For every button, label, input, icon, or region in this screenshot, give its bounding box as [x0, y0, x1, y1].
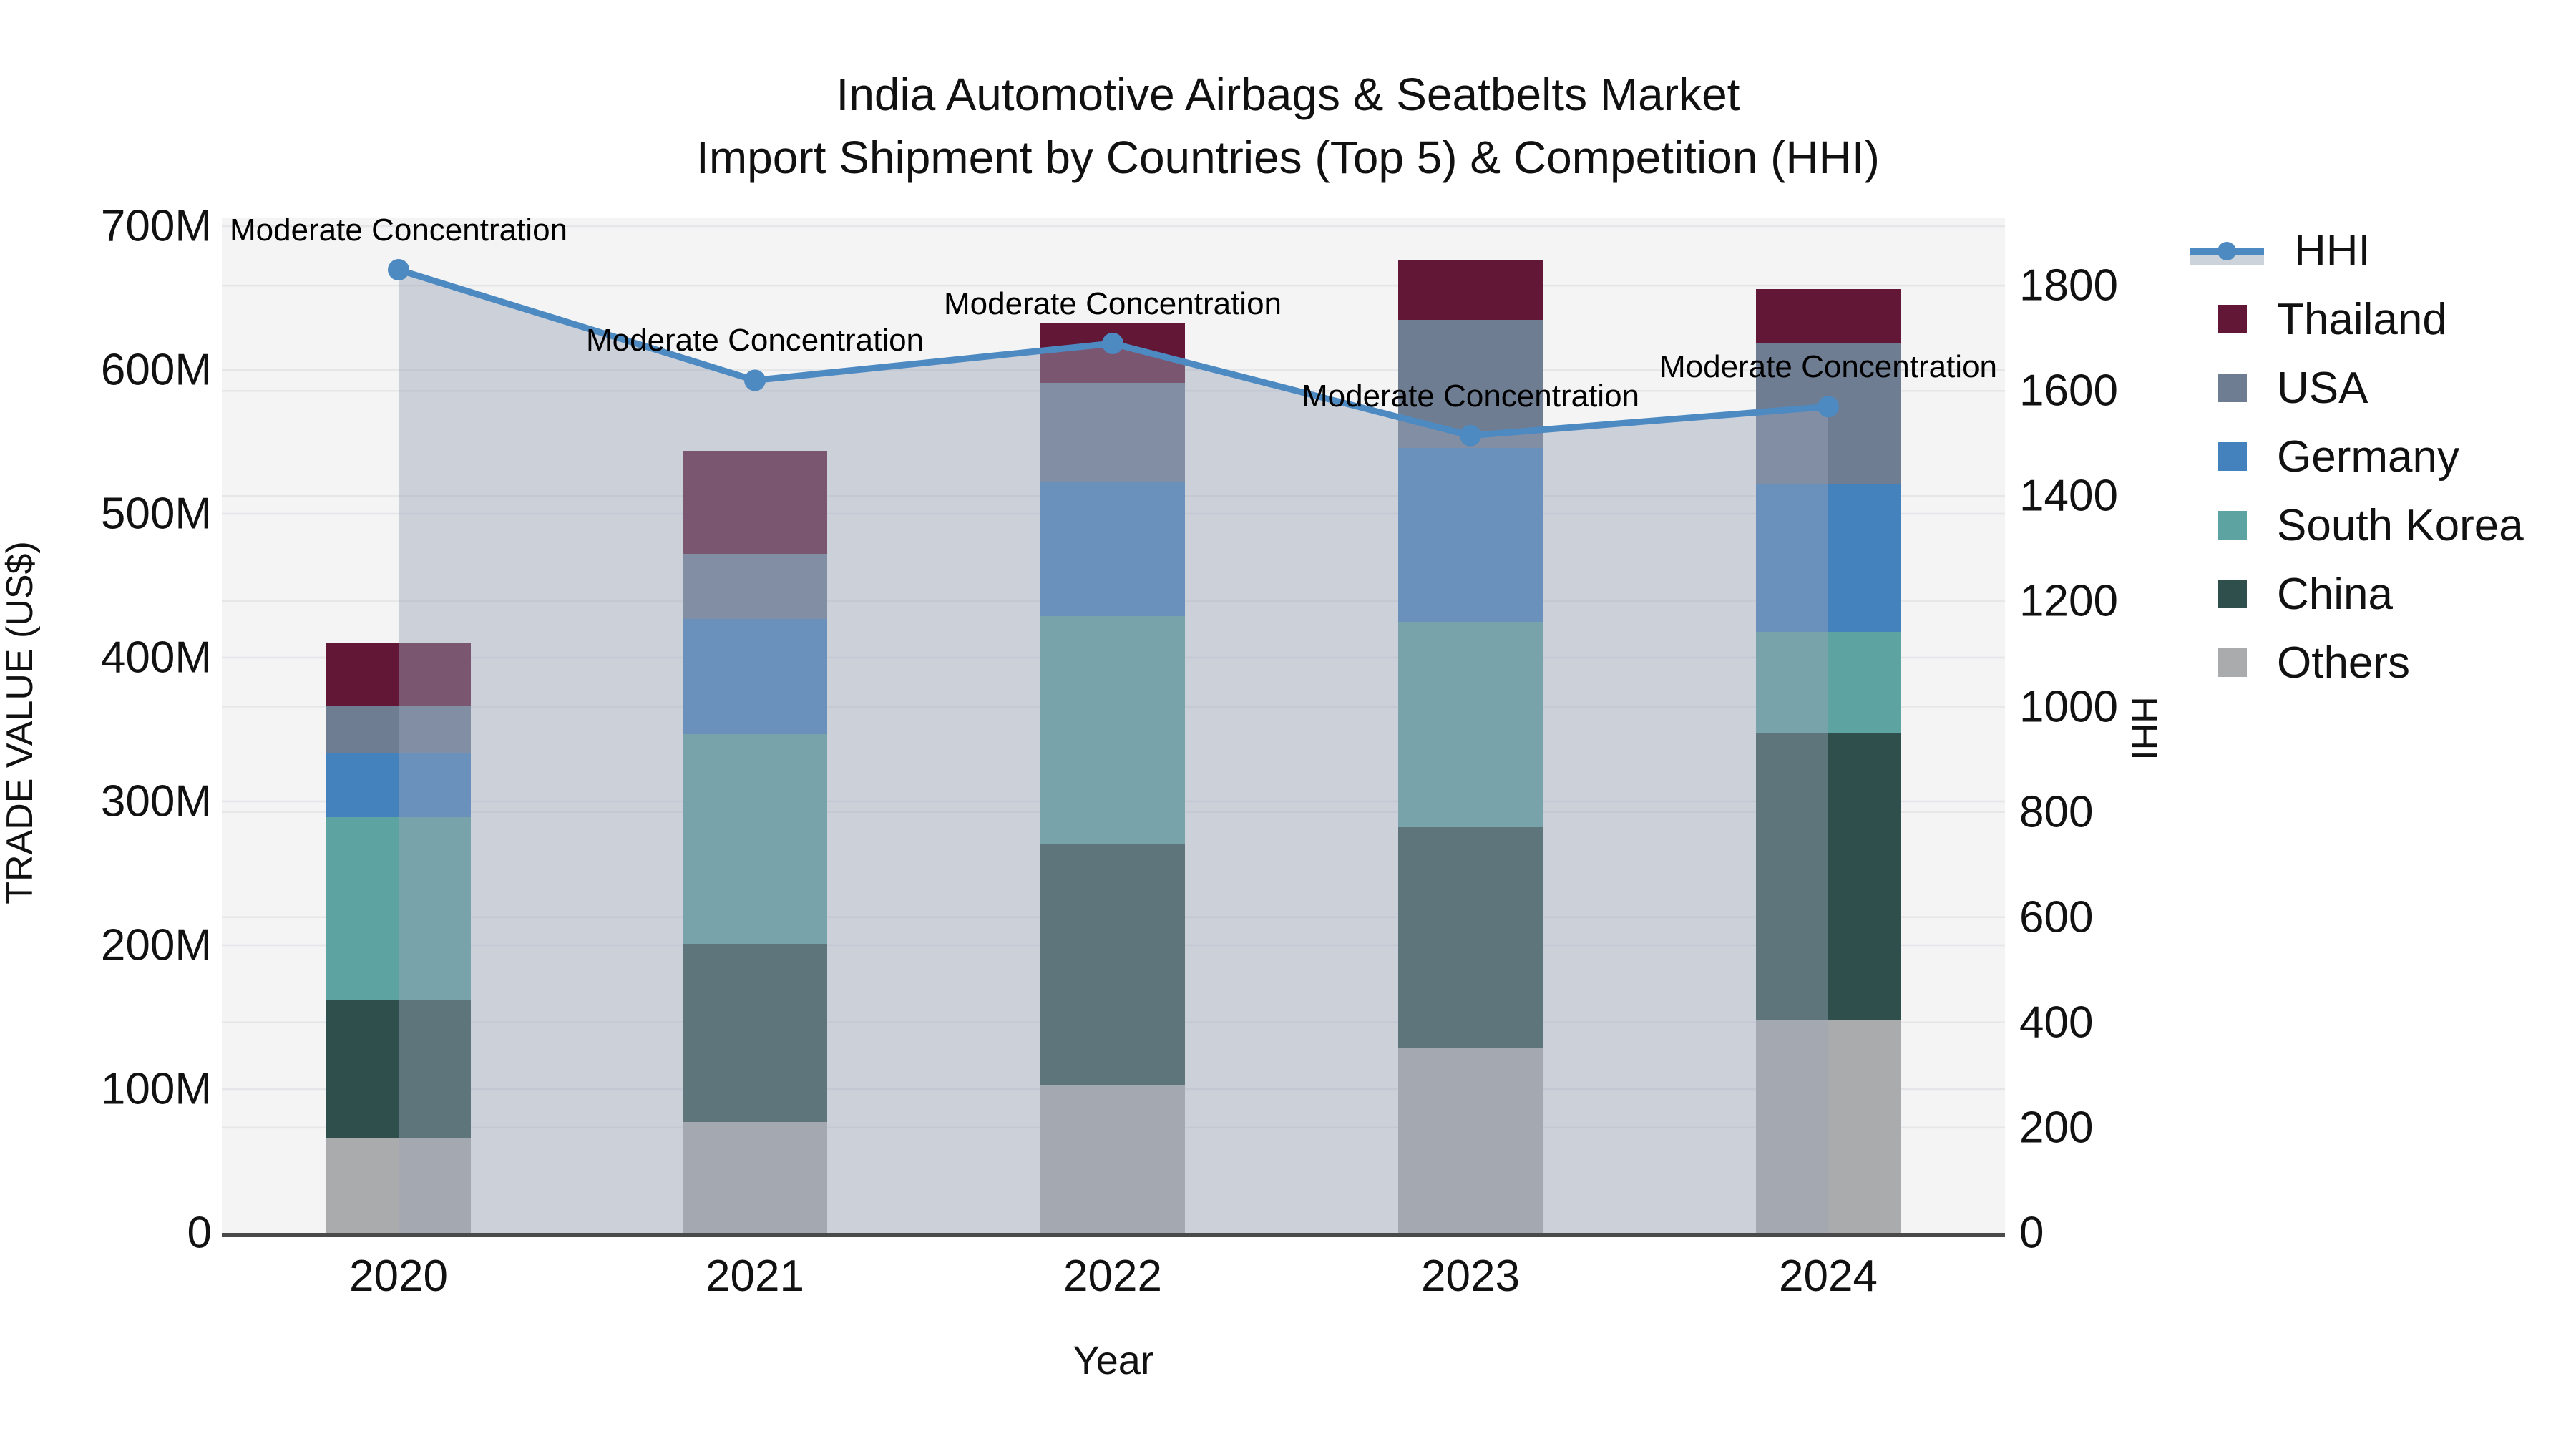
- legend-item-others: Others: [2190, 638, 2410, 688]
- legend-swatch-south-korea: [2218, 511, 2247, 540]
- bar-segment-germany-2024: [1756, 483, 1901, 632]
- bar-segment-others-2021: [683, 1122, 827, 1233]
- bar-segment-south-korea-2022: [1040, 615, 1185, 845]
- annotation-2021: Moderate Concentration: [585, 323, 924, 358]
- legend-label-usa: USA: [2277, 363, 2368, 413]
- legend-label-thailand: Thailand: [2277, 294, 2447, 344]
- y-left-tick-600M: 600M: [100, 345, 212, 395]
- bar-segment-usa-2021: [683, 554, 827, 619]
- y-right-tick-1800: 1800: [2019, 260, 2118, 311]
- x-tick-2020: 2020: [349, 1252, 448, 1301]
- y-right-tick-400: 400: [2019, 997, 2094, 1048]
- bar-segment-germany-2021: [683, 618, 827, 734]
- legend-swatch-usa: [2218, 374, 2247, 402]
- x-tick-2023: 2023: [1421, 1252, 1520, 1301]
- y-left-tick-200M: 200M: [100, 920, 212, 970]
- hhi-marker-glyph: [2218, 242, 2236, 260]
- legend-item-germany: Germany: [2190, 432, 2459, 482]
- legend-item-hhi: HHI: [2190, 226, 2371, 275]
- bar-segment-south-korea-2023: [1398, 621, 1543, 828]
- legend-label-others: Others: [2277, 638, 2411, 688]
- y-axis-left-title: TRADE VALUE (US$): [0, 541, 41, 904]
- bar-segment-others-2022: [1040, 1084, 1185, 1233]
- chart-title: India Automotive Airbags & Seatbelts Mar…: [0, 63, 2576, 189]
- bar-segment-thailand-2022: [1040, 322, 1185, 384]
- y-right-tick-1000: 1000: [2019, 682, 2118, 731]
- bar-segment-china-2024: [1756, 732, 1901, 1020]
- chart-title-line2: Import Shipment by Countries (Top 5) & C…: [696, 132, 1880, 183]
- x-axis-title: Year: [1073, 1337, 1154, 1382]
- y-right-tick-1200: 1200: [2019, 576, 2118, 626]
- legend-item-thailand: Thailand: [2190, 295, 2447, 344]
- hhi-marker-2021: [744, 369, 766, 391]
- bar-segment-china-2023: [1398, 827, 1543, 1048]
- y-right-tick-200: 200: [2019, 1103, 2094, 1153]
- legend-item-south-korea: South Korea: [2190, 501, 2524, 550]
- legend-swatch-others: [2218, 648, 2247, 677]
- bar-segment-thailand-2020: [326, 643, 471, 707]
- legend-swatch-germany: [2218, 442, 2247, 471]
- y-left-tick-500M: 500M: [100, 489, 212, 539]
- y-right-tick-1400: 1400: [2019, 471, 2118, 521]
- y-axis-right-title: HHI: [2123, 696, 2165, 761]
- bar-segment-others-2024: [1756, 1020, 1901, 1233]
- bar-segment-others-2023: [1398, 1047, 1543, 1233]
- y-left-tick-0: 0: [187, 1208, 212, 1258]
- x-tick-2024: 2024: [1779, 1252, 1878, 1301]
- bar-segment-germany-2023: [1398, 447, 1543, 622]
- bar-segment-thailand-2024: [1756, 289, 1901, 343]
- hhi-line-sample-icon: [2190, 236, 2264, 265]
- annotation-2023: Moderate Concentration: [1301, 378, 1640, 414]
- annotation-2024: Moderate Concentration: [1659, 349, 1998, 385]
- y-left-tick-700M: 700M: [100, 201, 212, 251]
- y-right-tick-600: 600: [2019, 892, 2094, 942]
- y-left-tick-100M: 100M: [100, 1064, 212, 1114]
- bar-segment-south-korea-2024: [1756, 631, 1901, 733]
- legend-swatch-china: [2218, 580, 2247, 608]
- legend-item-china: China: [2190, 570, 2393, 619]
- bar-segment-thailand-2021: [683, 450, 827, 555]
- bar-segment-usa-2020: [326, 706, 471, 753]
- bar-segment-germany-2020: [326, 752, 471, 818]
- y-left-tick-300M: 300M: [100, 776, 212, 826]
- chart-title-line1: India Automotive Airbags & Seatbelts Mar…: [836, 69, 1740, 120]
- legend-item-usa: USA: [2190, 364, 2368, 413]
- x-tick-2022: 2022: [1063, 1252, 1162, 1301]
- bar-segment-china-2021: [683, 943, 827, 1123]
- bar-segment-china-2022: [1040, 844, 1185, 1085]
- annotation-2020: Moderate Concentration: [229, 213, 568, 248]
- bar-segment-usa-2022: [1040, 383, 1185, 482]
- annotation-2022: Moderate Concentration: [943, 286, 1282, 321]
- bar-segment-thailand-2023: [1398, 260, 1543, 320]
- legend-swatch-thailand: [2218, 305, 2247, 333]
- y-right-tick-0: 0: [2019, 1208, 2044, 1258]
- bar-segment-germany-2022: [1040, 482, 1185, 616]
- y-right-tick-800: 800: [2019, 787, 2094, 837]
- y-left-tick-400M: 400M: [100, 633, 212, 683]
- y-right-tick-1600: 1600: [2019, 366, 2118, 416]
- bar-segment-south-korea-2020: [326, 817, 471, 1000]
- legend-label-germany: Germany: [2277, 431, 2459, 482]
- legend-label-china: China: [2277, 569, 2393, 619]
- x-tick-2021: 2021: [706, 1252, 804, 1301]
- bar-segment-others-2020: [326, 1138, 471, 1233]
- bar-segment-china-2020: [326, 1000, 471, 1138]
- bar-segment-south-korea-2021: [683, 733, 827, 944]
- legend-label-hhi: HHI: [2294, 225, 2371, 275]
- legend-label-south-korea: South Korea: [2277, 500, 2524, 550]
- hhi-marker-2020: [388, 259, 409, 281]
